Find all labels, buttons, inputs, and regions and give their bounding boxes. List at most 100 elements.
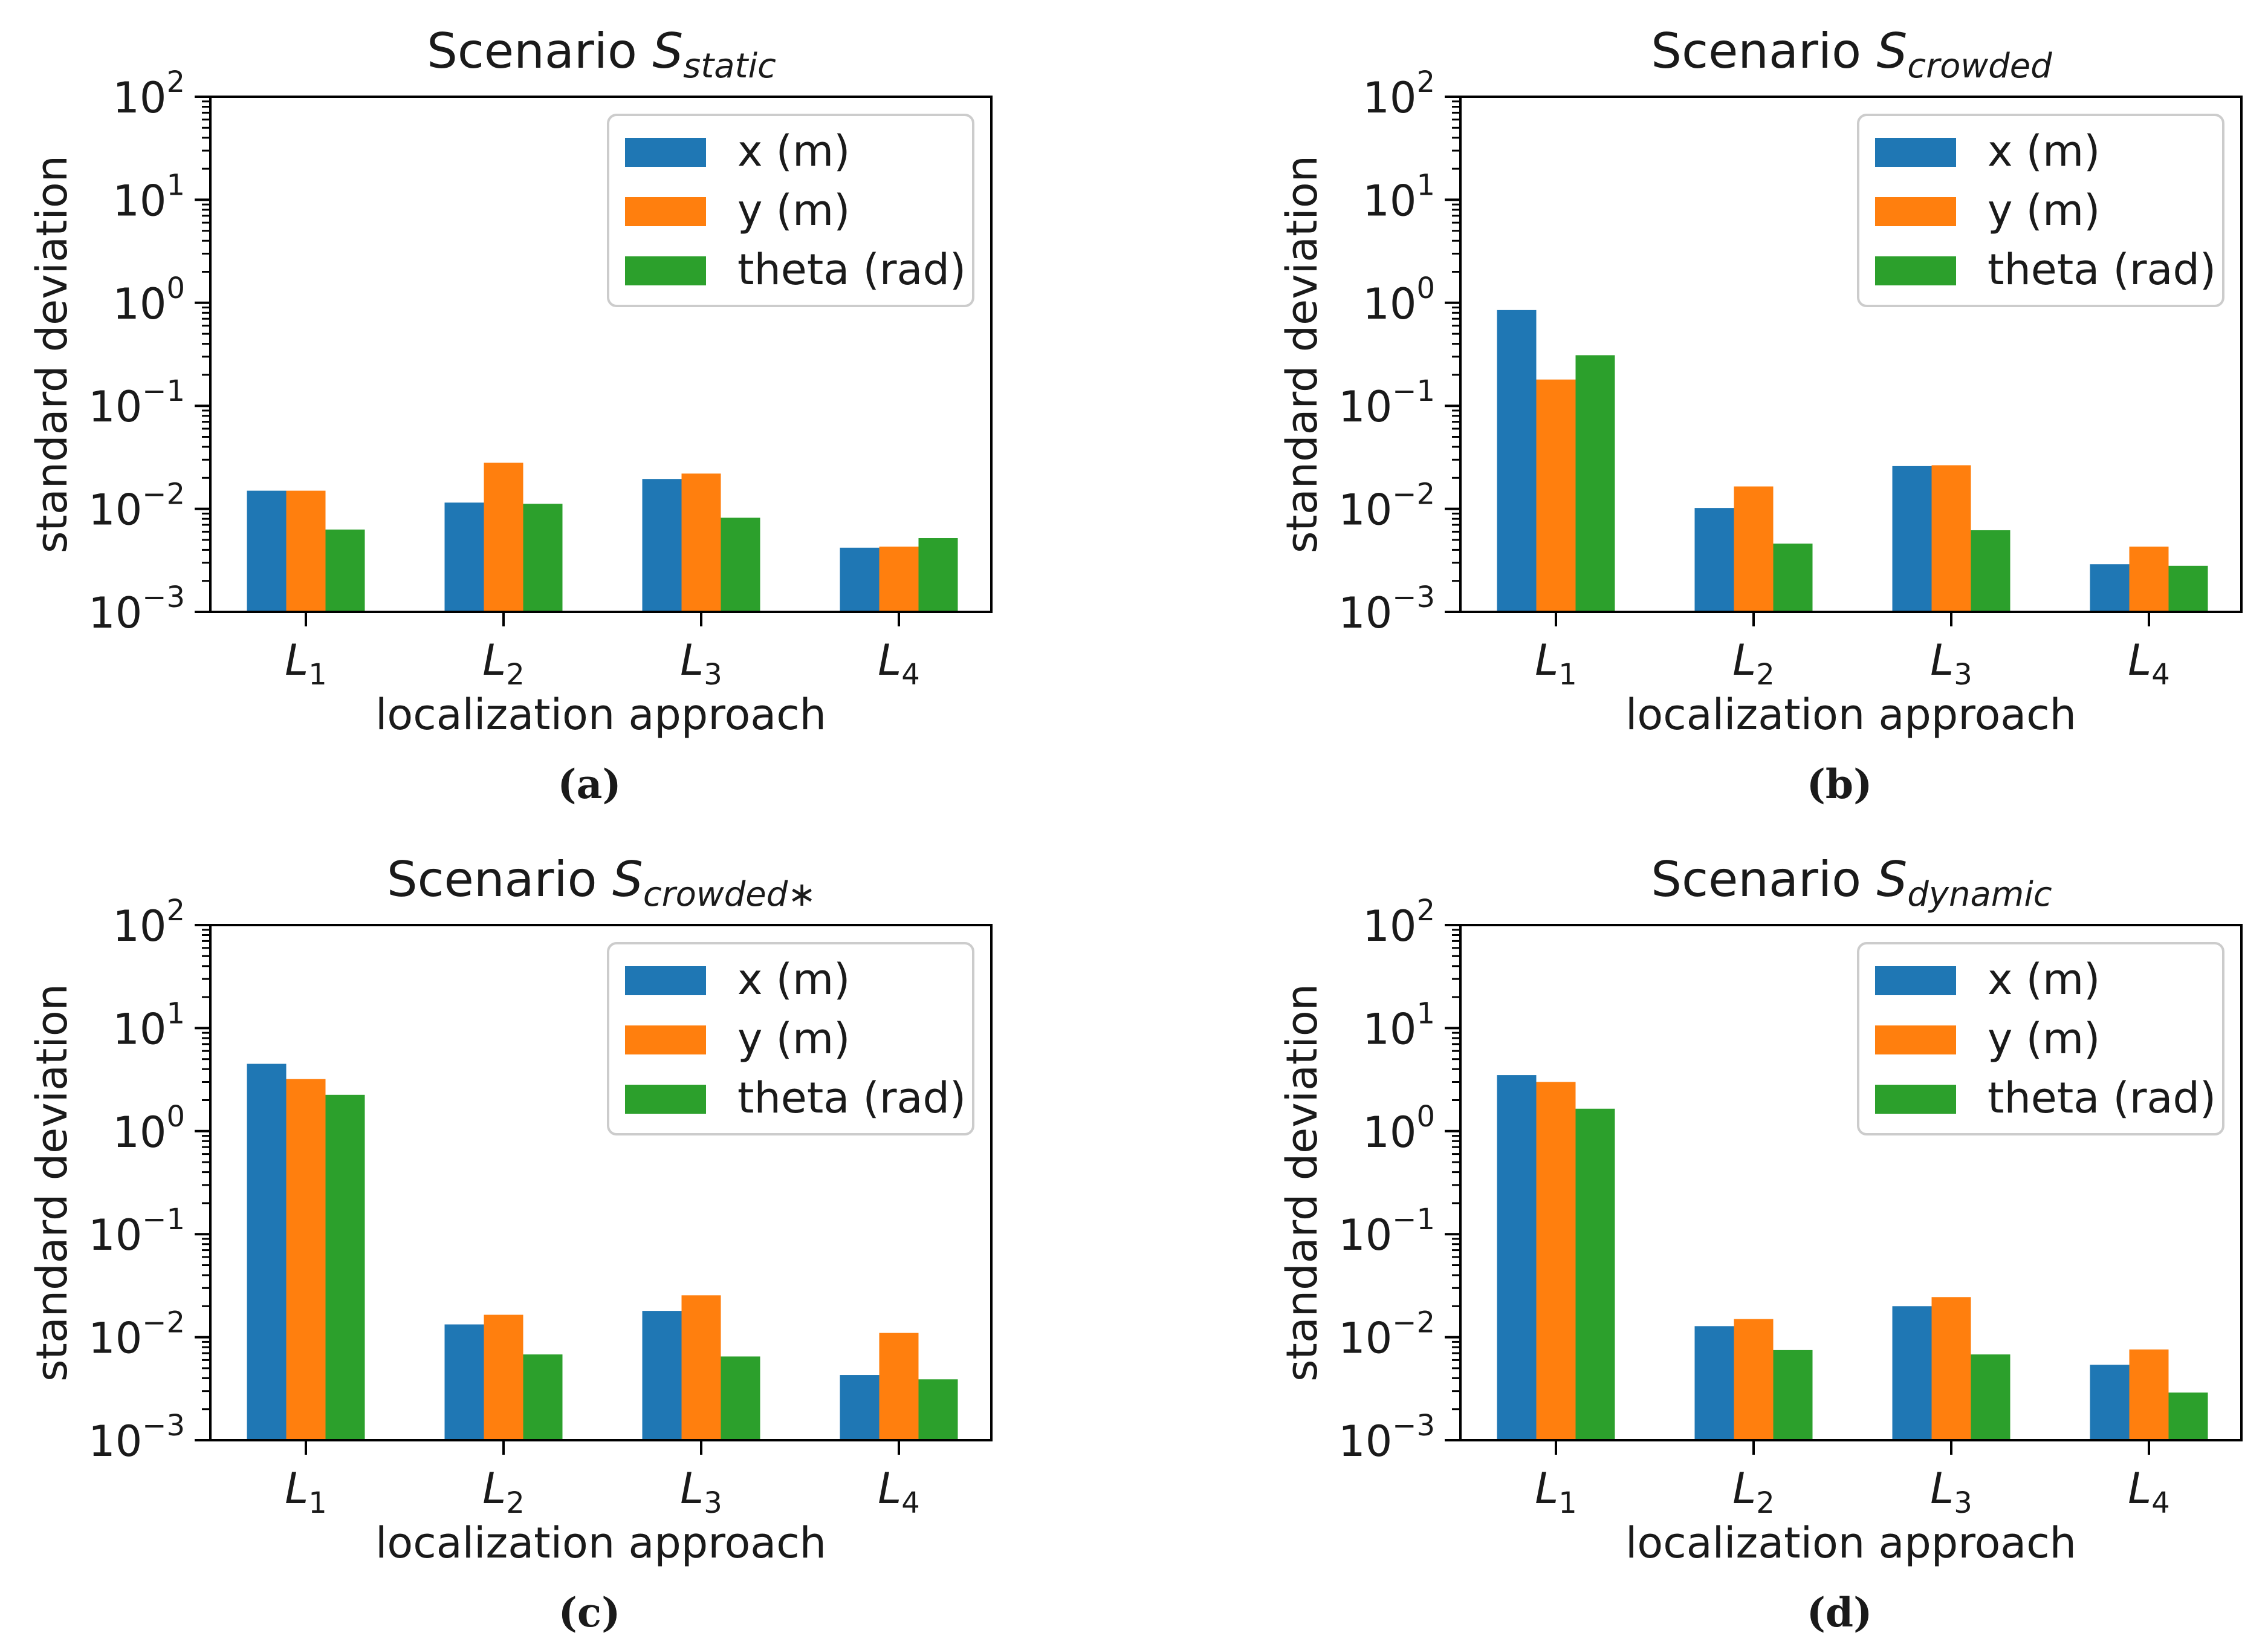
- bar-x-2: [444, 1324, 484, 1440]
- chart-panel-b: Scenario Scrowded 10−3 10−2 10−1 100 101 102 L1…: [1277, 23, 2243, 808]
- y-tick-label: 10−3: [88, 1409, 185, 1466]
- legend-label: y (m): [737, 186, 850, 235]
- bar-theta-4: [918, 538, 958, 612]
- bar-theta-1: [1575, 355, 1615, 612]
- y-tick-label: 102: [112, 65, 185, 123]
- bar-theta-4: [2168, 565, 2208, 612]
- panel-caption: (a): [557, 761, 621, 808]
- y-tick-label: 100: [1362, 271, 1435, 329]
- bar-theta-2: [523, 504, 563, 612]
- x-tick-label: L3: [1930, 635, 1972, 692]
- legend-label: x (m): [737, 955, 850, 1004]
- bar-x-1: [1497, 310, 1537, 612]
- bar-x-2: [1694, 1326, 1734, 1440]
- legend-label: theta (rad): [737, 1073, 966, 1123]
- x-tick-label: L2: [482, 1464, 525, 1520]
- bar-y-2: [1734, 1319, 1774, 1440]
- y-tick-label: 100: [112, 271, 185, 329]
- y-axis-label: standard deviation: [27, 984, 77, 1382]
- legend-swatch: [625, 1025, 706, 1054]
- x-tick-label: L2: [1732, 1464, 1775, 1520]
- plot-frame: [1459, 96, 2243, 613]
- y-tick-label: 10−2: [88, 478, 185, 535]
- legend-label: y (m): [1988, 1014, 2100, 1064]
- legend-swatch: [1875, 966, 1956, 995]
- legend-swatch: [1875, 256, 1956, 285]
- panel-caption: (b): [1807, 761, 1873, 808]
- legend-label: theta (rad): [1988, 245, 2216, 294]
- bar-y-1: [286, 1079, 326, 1440]
- x-tick-label: L2: [1732, 635, 1775, 692]
- x-tick-label: L1: [285, 635, 327, 692]
- x-tick-label: L4: [878, 1464, 920, 1520]
- bar-y-2: [1734, 486, 1774, 612]
- bar-theta-2: [1773, 544, 1813, 612]
- bar-x-3: [1892, 1306, 1932, 1440]
- bar-x-3: [642, 1311, 682, 1440]
- bar-theta-3: [1971, 1354, 2010, 1440]
- y-tick-label: 10−1: [1338, 374, 1435, 432]
- x-tick-label: L4: [878, 635, 920, 692]
- bar-theta-1: [1575, 1108, 1615, 1440]
- legend-swatch: [1875, 1085, 1956, 1114]
- bar-x-1: [247, 490, 287, 612]
- y-tick-label: 10−3: [1338, 1409, 1435, 1466]
- x-axis-label: localization approach: [375, 1518, 826, 1568]
- legend-label: x (m): [737, 126, 850, 176]
- x-tick-label: L1: [1535, 1464, 1577, 1520]
- chart-title: Scenario Scrowded: [1651, 23, 2052, 86]
- bar-theta-1: [325, 1094, 365, 1440]
- legend-label: x (m): [1988, 955, 2100, 1004]
- legend: x (m) y (m) theta (rad): [607, 942, 974, 1135]
- legend-label: x (m): [1988, 126, 2100, 176]
- y-tick-label: 102: [1362, 65, 1435, 123]
- x-tick-label: L3: [680, 1464, 722, 1520]
- x-tick-label: L3: [1930, 1464, 1972, 1520]
- legend-label: y (m): [1988, 186, 2100, 235]
- bar-theta-3: [721, 1356, 760, 1440]
- bar-y-4: [879, 547, 919, 612]
- bar-theta-3: [721, 518, 760, 612]
- legend: x (m) y (m) theta (rad): [1857, 114, 2224, 307]
- bar-y-2: [484, 463, 523, 612]
- chart-panel-d: Scenario Sdynamic 10−3 10−2 10−1 100 101 102 L1…: [1277, 851, 2243, 1636]
- legend-swatch: [625, 1085, 706, 1114]
- x-tick-label: L1: [1535, 635, 1577, 692]
- y-tick-label: 10−2: [1338, 1306, 1435, 1363]
- bar-x-4: [2090, 1365, 2130, 1440]
- x-axis-label: localization approach: [1625, 690, 2076, 739]
- y-axis-label: standard deviation: [1277, 984, 1327, 1382]
- bar-x-2: [444, 502, 484, 612]
- bar-y-1: [1536, 1082, 1576, 1440]
- x-tick-label: L4: [2128, 1464, 2170, 1520]
- y-tick-label: 101: [112, 168, 185, 226]
- bar-y-4: [879, 1333, 919, 1440]
- bar-x-3: [1892, 466, 1932, 612]
- legend-label: y (m): [737, 1014, 850, 1064]
- bar-y-3: [1931, 465, 1971, 612]
- panel-caption: (d): [1807, 1589, 1873, 1636]
- y-tick-label: 100: [112, 1100, 185, 1157]
- legend-swatch: [625, 197, 706, 226]
- bar-x-3: [642, 479, 682, 612]
- bar-x-4: [2090, 564, 2130, 612]
- y-axis-label: standard deviation: [27, 155, 77, 553]
- bar-theta-4: [2168, 1392, 2208, 1440]
- bar-y-4: [2129, 1349, 2169, 1440]
- x-tick-label: L4: [2128, 635, 2170, 692]
- bar-y-3: [681, 1295, 721, 1440]
- y-tick-label: 101: [1362, 168, 1435, 226]
- y-tick-label: 10−2: [1338, 478, 1435, 535]
- y-tick-label: 10−1: [88, 374, 185, 432]
- y-tick-label: 101: [1362, 996, 1435, 1054]
- legend-swatch: [625, 256, 706, 285]
- x-tick-label: L1: [285, 1464, 327, 1520]
- plot-frame: [209, 924, 993, 1441]
- y-tick-label: 10−1: [1338, 1203, 1435, 1260]
- bar-y-3: [1931, 1297, 1971, 1440]
- legend-swatch: [1875, 138, 1956, 167]
- panel-caption: (c): [559, 1589, 621, 1636]
- y-tick-label: 10−3: [88, 580, 185, 638]
- chart-panel-c: Scenario Scrowded∗ 10−3 10−2 10−1 100 101 102 L…: [27, 851, 993, 1636]
